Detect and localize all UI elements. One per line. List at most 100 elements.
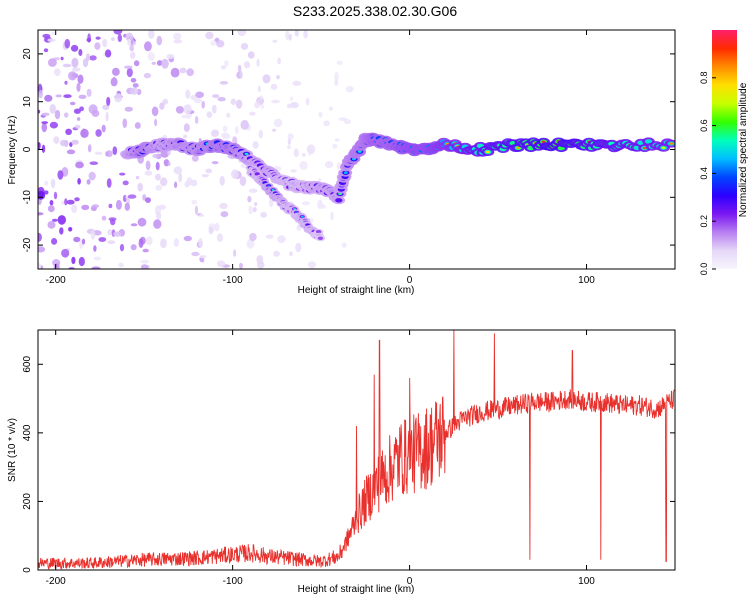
noise-blob (77, 178, 81, 185)
noise-blob (129, 87, 139, 95)
noise-blob (71, 57, 79, 68)
spectrogram-x-tick-label: -200 (46, 275, 66, 286)
snr-x-tick-label: 0 (407, 576, 413, 587)
spectrogram-x-axis-label: Height of straight line (km) (298, 285, 415, 296)
noise-blob (108, 203, 113, 209)
noise-blob (240, 42, 249, 50)
noise-blob (288, 33, 293, 41)
noise-blob (79, 106, 84, 112)
noise-blob (91, 109, 100, 117)
noise-blob (124, 202, 130, 211)
snr-x-tick-label: 100 (578, 576, 595, 587)
spectrogram-x-tick-label: -100 (223, 275, 243, 286)
noise-blob (137, 217, 147, 227)
noise-blob (186, 68, 194, 77)
noise-blob (265, 234, 274, 239)
noise-blob (336, 60, 343, 65)
noise-blob (148, 30, 155, 39)
noise-blob (272, 39, 278, 43)
main-trace-core (644, 139, 653, 144)
noise-blob (239, 70, 243, 80)
noise-blob (117, 33, 123, 43)
noise-blob (49, 104, 56, 114)
noise-blob (191, 199, 197, 205)
noise-blob (53, 191, 58, 200)
noise-blob (68, 71, 77, 81)
noise-blob (73, 236, 81, 243)
noise-blob (44, 94, 53, 102)
noise-blob (135, 175, 140, 180)
noise-blob (195, 91, 205, 99)
noise-blob (59, 227, 64, 235)
noise-blob (44, 190, 49, 195)
noise-blob (210, 40, 217, 46)
noise-blob (59, 139, 69, 147)
noise-blob (254, 202, 258, 207)
noise-blob (173, 32, 182, 41)
noise-blob (194, 205, 199, 215)
noise-blob (271, 99, 280, 104)
noise-blob (260, 211, 267, 218)
noise-blob (94, 151, 103, 155)
noise-blob (160, 238, 167, 249)
noise-blob (159, 102, 165, 110)
noise-blob (49, 200, 54, 206)
main-trace-peak (485, 150, 490, 154)
noise-blob (211, 104, 217, 114)
noise-blob (73, 108, 81, 114)
main-trace-peak (516, 146, 521, 150)
noise-blob (160, 149, 169, 158)
noise-blob (216, 233, 223, 242)
colorbar-tick-label: 0.0 (699, 263, 709, 276)
noise-blob (155, 211, 162, 220)
snr-x-tick-label: -100 (223, 576, 243, 587)
noise-blob (107, 229, 113, 236)
noise-blob (124, 106, 133, 112)
noise-blob (95, 129, 102, 137)
noise-blob (295, 242, 302, 253)
colorbar-tick-label: 0.2 (699, 215, 709, 228)
noise-blob (262, 74, 271, 84)
noise-blob (270, 83, 278, 90)
secondary-trace-core (315, 230, 322, 234)
noise-blob (144, 170, 153, 176)
noise-blob (256, 58, 260, 67)
noise-blob (146, 236, 153, 246)
noise-blob (122, 118, 128, 128)
colorbar-tick-label: 0.8 (699, 72, 709, 85)
noise-blob (198, 238, 203, 248)
noise-blob (143, 72, 152, 79)
noise-blob (170, 67, 180, 78)
noise-blob (160, 177, 168, 187)
main-trace-peak (357, 150, 362, 153)
noise-blob (222, 125, 228, 132)
noise-blob (277, 57, 281, 65)
spectrogram-x-tick-label: 100 (578, 275, 595, 286)
noise-blob (105, 150, 113, 158)
colorbar: 0.0 0.2 0.4 0.6 0.8 Normalized spectral ampl… (699, 30, 749, 275)
noise-blob (70, 101, 76, 106)
noise-blob (110, 218, 116, 226)
snr-x-ticks: -200 -100 0 100 (46, 330, 595, 587)
noise-blob (52, 218, 58, 222)
spectrogram-y-tick-label: 0 (22, 146, 33, 152)
main-trace-peak (661, 146, 666, 149)
noise-blob (132, 83, 139, 88)
noise-blob (113, 30, 123, 35)
noise-blob (61, 200, 66, 205)
noise-blob (235, 99, 243, 109)
noise-blob (293, 148, 299, 158)
noise-blob (111, 37, 115, 41)
noise-blob (60, 56, 64, 61)
noise-blob (38, 232, 42, 242)
noise-blob (276, 75, 280, 80)
noise-blob (321, 204, 326, 209)
noise-blob (155, 173, 161, 181)
noise-blob (144, 41, 152, 52)
noise-blob (126, 67, 133, 78)
noise-blob (57, 170, 64, 180)
noise-blob (237, 30, 247, 37)
noise-blob (78, 94, 87, 100)
noise-blob (86, 88, 92, 97)
noise-blob (124, 65, 133, 69)
